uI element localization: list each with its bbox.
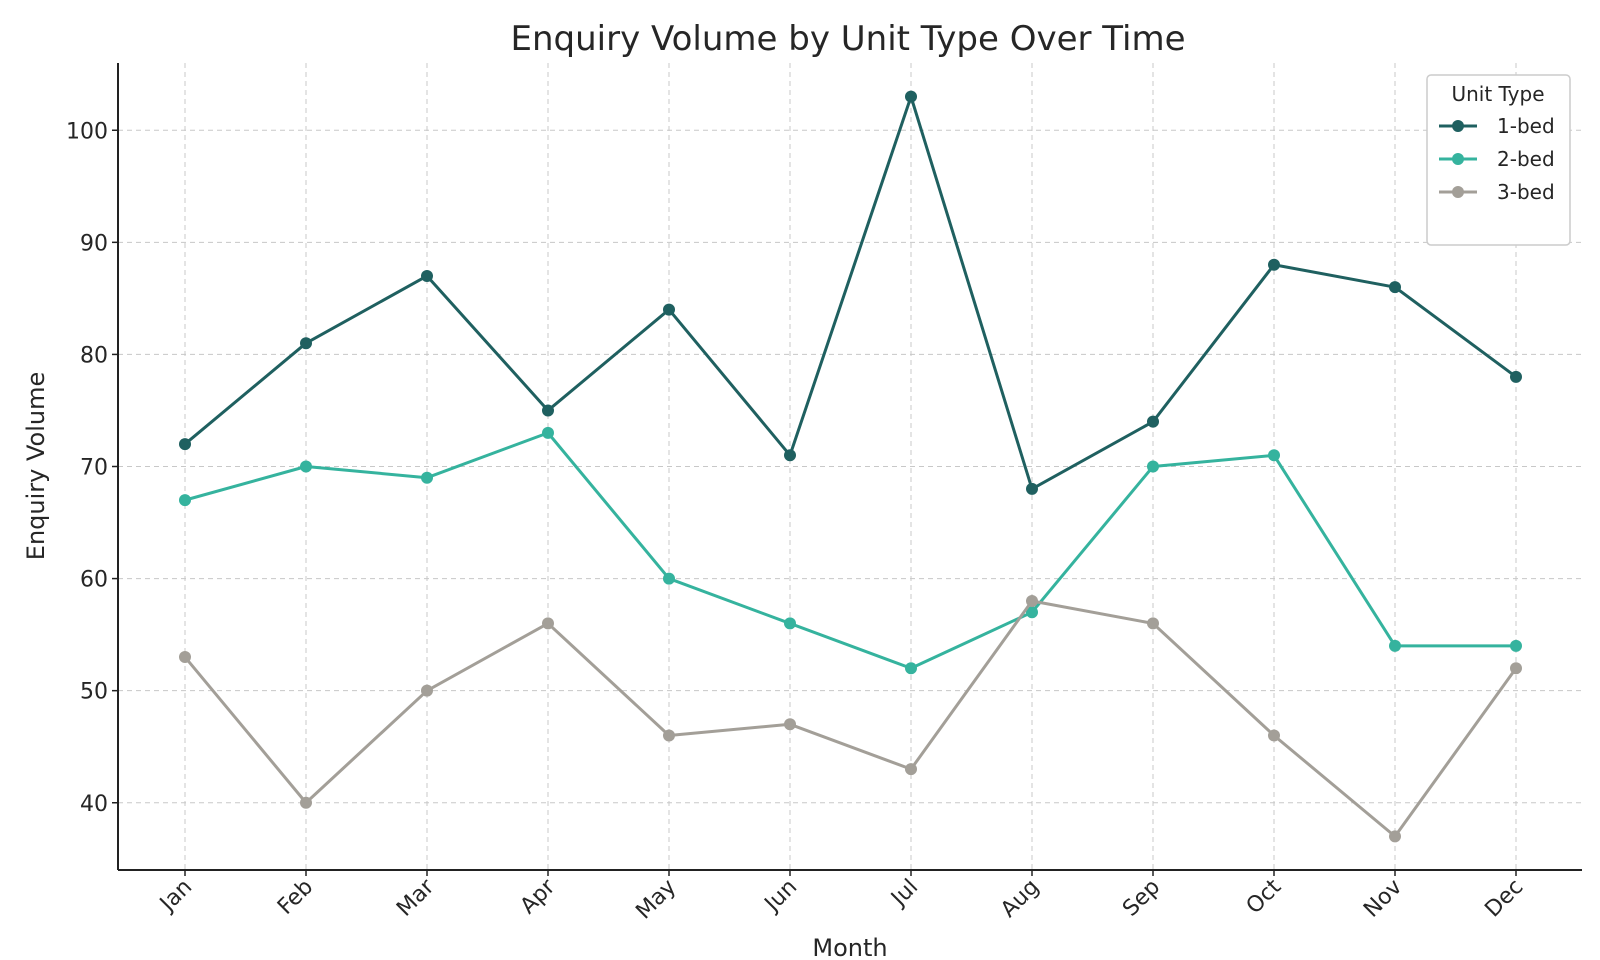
data-point (1510, 370, 1522, 383)
legend-entry: 1-bed (1439, 114, 1555, 138)
data-point (1510, 639, 1522, 652)
data-point (179, 651, 191, 664)
legend-swatch-marker (1452, 186, 1464, 198)
data-point (1147, 617, 1159, 630)
data-point (1389, 281, 1401, 294)
data-point (905, 90, 917, 103)
data-point (300, 337, 312, 350)
chart-title: Enquiry Volume by Unit Type Over Time (510, 19, 1185, 59)
data-point (784, 617, 796, 630)
data-point (663, 729, 675, 742)
data-point (1026, 595, 1038, 607)
data-point (905, 662, 917, 675)
y-tick-label: 80 (80, 343, 108, 368)
data-point (1268, 729, 1280, 742)
x-tick-label: Apr (516, 874, 561, 919)
series-2-bed (179, 426, 1522, 675)
data-point (1147, 460, 1159, 473)
legend-label: 3-bed (1497, 180, 1555, 204)
data-point (300, 796, 312, 809)
legend-swatch-marker (1452, 120, 1464, 132)
data-point (1510, 662, 1522, 675)
legend-box (1426, 74, 1571, 246)
data-point (1389, 639, 1401, 652)
y-tick-label: 60 (80, 568, 108, 593)
data-point (421, 684, 433, 697)
legend: Unit Type 1-bed 2-bed 3-bed (1426, 74, 1571, 246)
legend-title: Unit Type (1451, 82, 1544, 106)
x-tick-label: May (631, 875, 681, 925)
y-tick-label: 40 (80, 792, 108, 817)
data-point (1147, 415, 1159, 428)
data-point (663, 303, 675, 316)
x-tick-label: Aug (996, 875, 1044, 923)
series-line (184, 95, 1517, 491)
x-axis-ticks: Jan Feb Mar Apr May Jun Jul Aug Sep Oct Nov Dec (154, 870, 1528, 924)
x-tick-label: Oct (1242, 874, 1287, 919)
series-line (183, 599, 1518, 838)
data-point (784, 449, 796, 462)
data-point (1268, 258, 1280, 271)
data-point (542, 617, 554, 630)
y-tick-label: 90 (80, 231, 108, 256)
data-point (179, 494, 191, 507)
x-tick-label: Sep (1118, 875, 1165, 922)
data-point (1026, 606, 1038, 619)
legend-swatch-marker (1452, 153, 1464, 165)
x-tick-label: Feb (273, 875, 318, 920)
legend-entry: 2-bed (1439, 147, 1555, 171)
data-point (1026, 482, 1038, 495)
legend-entries: 1-bed 2-bed 3-bed (1439, 114, 1555, 204)
data-point (421, 471, 433, 484)
data-point (1268, 449, 1280, 462)
series-3-bed (179, 595, 1522, 843)
legend-label: 1-bed (1497, 114, 1555, 138)
legend-entry: 3-bed (1439, 180, 1555, 204)
data-point (1389, 830, 1401, 843)
x-tick-label: Mar (392, 874, 440, 922)
data-point (179, 438, 191, 451)
x-axis-label: Month (812, 934, 887, 960)
data-point (542, 404, 554, 417)
y-tick-label: 50 (80, 680, 108, 705)
x-tick-label: Jul (885, 875, 923, 913)
y-axis-ticks: 40 50 60 70 80 90 100 (66, 119, 118, 817)
legend-label: 2-bed (1497, 147, 1555, 171)
x-tick-label: Jan (154, 875, 197, 918)
y-axis-label: Enquiry Volume (22, 372, 50, 560)
series-layer (179, 90, 1522, 843)
y-tick-label: 70 (80, 456, 108, 481)
x-tick-label: Jun (759, 875, 802, 918)
data-point (542, 426, 554, 439)
data-point (663, 572, 675, 585)
y-tick-label: 100 (66, 119, 108, 144)
x-tick-label: Dec (1480, 875, 1528, 923)
data-point (300, 460, 312, 473)
grid (118, 63, 1582, 870)
data-point (784, 718, 796, 731)
x-tick-label: Nov (1359, 875, 1407, 923)
series-1-bed (179, 90, 1522, 495)
data-point (421, 269, 433, 282)
data-point (905, 763, 917, 776)
series-line (184, 431, 1516, 670)
